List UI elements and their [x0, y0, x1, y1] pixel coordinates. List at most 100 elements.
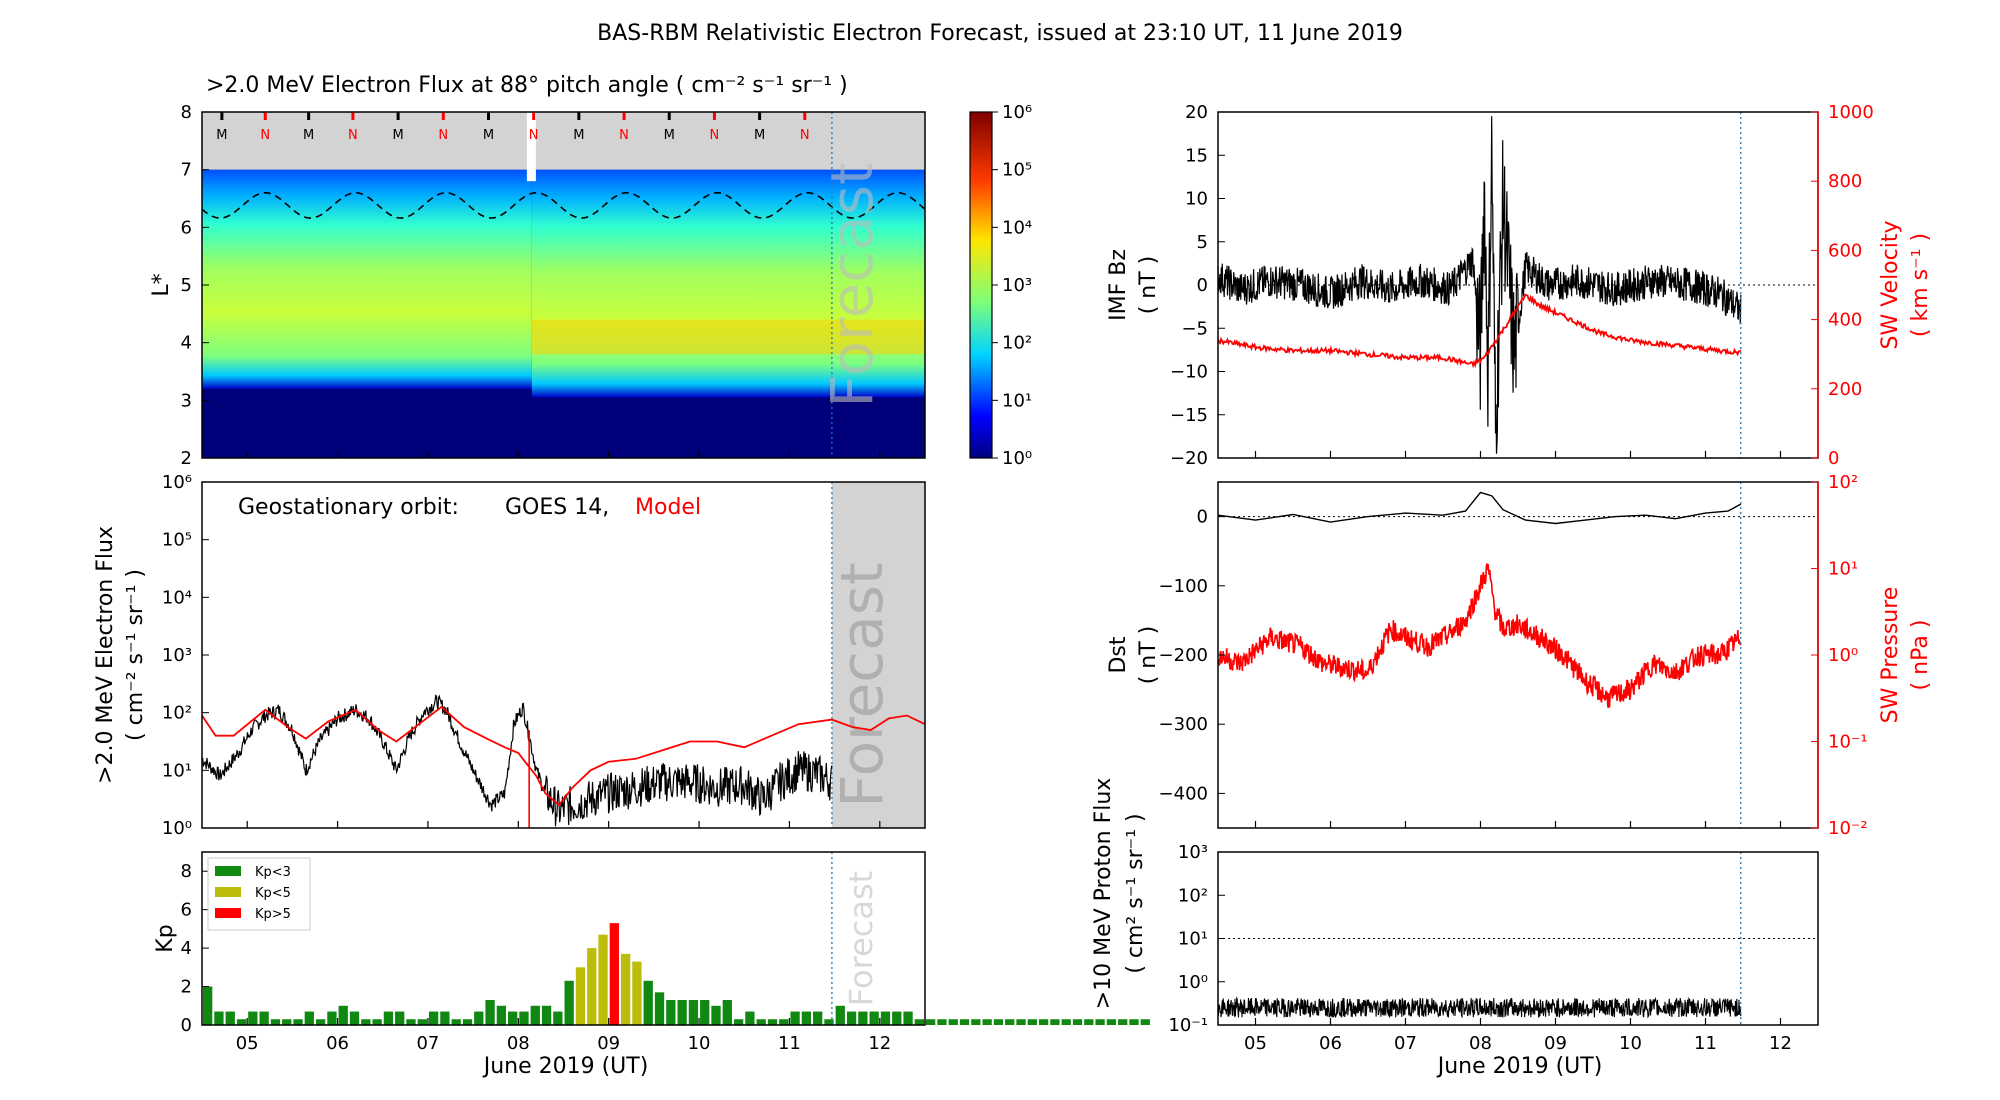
y2-tick-label: 1000	[1828, 102, 1874, 123]
kp-bar	[440, 1011, 450, 1025]
colorbar-tick-label: 10⁴	[1002, 217, 1032, 238]
date-tick-label: 05	[236, 1033, 259, 1054]
date-tick-label: 08	[1469, 1033, 1492, 1054]
kp-bar	[756, 1019, 766, 1025]
mn-marker-label: M	[483, 128, 494, 143]
forecast-label: Forecast	[818, 162, 886, 407]
kp-bar	[1084, 1019, 1094, 1025]
data-gap	[526, 112, 536, 182]
y2-axis-label: SW Velocity	[1878, 220, 1903, 349]
y2-tick-label: 400	[1828, 310, 1862, 331]
sw-pressure-series	[1217, 563, 1742, 709]
kp-bar	[259, 1011, 269, 1025]
kp-bar	[338, 1005, 348, 1025]
kp-bar	[225, 1011, 235, 1025]
kp-bar	[236, 1019, 247, 1025]
y-tick-label: −300	[1159, 714, 1208, 735]
kp-bar	[1118, 1019, 1128, 1025]
kp-bar	[666, 1000, 676, 1025]
kp-bar	[395, 1011, 405, 1025]
date-tick-label: 07	[416, 1033, 439, 1054]
kp-bar	[1061, 1019, 1071, 1025]
kp-bar	[282, 1019, 292, 1025]
kp-bar	[462, 1019, 473, 1025]
mn-marker-label: M	[664, 128, 675, 143]
kp-bar	[372, 1019, 382, 1025]
y-tick-label: 10⁶	[162, 472, 192, 493]
colorbar-tick-label: 10⁵	[1002, 160, 1032, 181]
kp-bar	[428, 1011, 439, 1025]
kp-bar	[553, 1011, 563, 1025]
kp-bar	[654, 992, 665, 1025]
y-axis-unit: ( cm² s⁻¹ sr⁻¹ )	[1123, 813, 1148, 973]
y2-tick-label: 600	[1828, 240, 1862, 261]
proton-flux-panel: 10⁻¹ 10⁰ 10¹ 10² 10³ >10 MeV Proton Flux ( cm²…	[1091, 778, 1819, 1054]
colorbar	[969, 111, 993, 459]
kp-bar	[914, 1019, 924, 1025]
y-tick-label: −400	[1159, 783, 1208, 804]
kp-bar	[587, 948, 597, 1025]
kp-bar	[620, 953, 631, 1025]
y-tick-label: −20	[1170, 448, 1208, 469]
kp-bar	[948, 1019, 958, 1025]
y-tick-label: 6	[181, 217, 192, 238]
kp-bar	[508, 1011, 518, 1025]
kp-bar	[564, 980, 574, 1025]
y-tick-label: 2	[181, 448, 192, 469]
mn-marker-label: M	[573, 128, 584, 143]
kp-bar	[688, 1000, 699, 1025]
kp-bar	[790, 1011, 800, 1025]
y-tick-label: 8	[181, 861, 192, 882]
radiation-belt-pre-storm	[202, 169, 532, 389]
kp-bar	[361, 1019, 371, 1025]
kp-bar	[214, 1011, 224, 1025]
kp-bar	[1106, 1019, 1117, 1025]
enhanced-flux-region	[531, 319, 925, 355]
y-tick-label: 4	[181, 938, 192, 959]
kp-bar	[926, 1019, 936, 1025]
kp-bar	[270, 1019, 281, 1025]
mn-marker-label: N	[260, 128, 270, 143]
y-tick-label: 5	[181, 275, 192, 296]
kp-bar	[643, 980, 653, 1025]
kp-frame	[201, 851, 926, 1026]
colorbar-tick-label: 10¹	[1002, 390, 1032, 411]
kp-bar	[779, 1019, 789, 1025]
proton-flux-series	[1217, 996, 1742, 1019]
y-tick-label: 10²	[1178, 885, 1208, 906]
y2-tick-label: 10⁰	[1828, 645, 1858, 666]
legend-obs: GOES 14,	[505, 495, 609, 520]
kp-bar	[632, 961, 642, 1025]
goes-14-series	[201, 694, 833, 827]
kp-bar	[959, 1019, 970, 1025]
mn-marker-label: N	[348, 128, 358, 143]
y-tick-label: −15	[1170, 405, 1208, 426]
y-axis-label: >10 MeV Proton Flux	[1091, 778, 1116, 1010]
kp-bar	[451, 1019, 461, 1025]
kp-bar	[858, 1011, 868, 1025]
y-tick-label: 2	[181, 977, 192, 998]
radiation-belt-post-storm	[531, 169, 925, 398]
geostationary-flux-panel: Forecast 10⁰ 10¹ 10² 10³ 10⁴ 10⁵ 10⁶ >2.0 MeV El…	[93, 472, 926, 839]
kp-legend-swatch	[215, 866, 241, 876]
imf-bz-panel: −20−15−10−50510152002004006008001000IMF …	[1106, 102, 1933, 469]
y-tick-label: 10³	[1178, 842, 1208, 863]
kp-bar	[1129, 1019, 1139, 1025]
y2-tick-label: 10²	[1828, 472, 1858, 493]
y-tick-label: 0	[1197, 507, 1208, 528]
date-tick-label: 07	[1394, 1033, 1417, 1054]
y-tick-label: 10²	[162, 703, 192, 724]
y2-tick-label: 800	[1828, 171, 1862, 192]
date-tick-label: 10	[688, 1033, 711, 1054]
kp-bar	[903, 1011, 913, 1025]
kp-bar	[1050, 1019, 1060, 1025]
dst-series	[1217, 491, 1742, 525]
y2-tick-label: 0	[1828, 448, 1839, 469]
kp-bar	[383, 1011, 394, 1025]
y-axis-label: Kp	[153, 924, 178, 952]
kp-bar	[349, 1011, 360, 1025]
kp-bar	[541, 1005, 552, 1025]
date-tick-label: 09	[1544, 1033, 1567, 1054]
forecast-region	[831, 482, 925, 828]
